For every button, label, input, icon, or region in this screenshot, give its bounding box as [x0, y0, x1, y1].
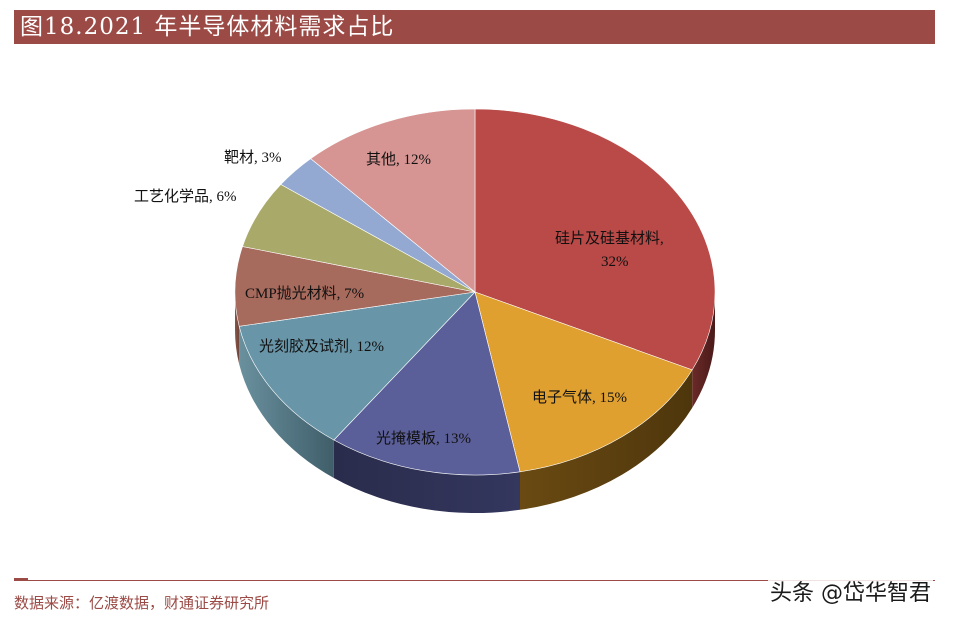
slice-cmp[interactable]: [234, 246, 476, 327]
side-wall-silicon: [692, 292, 715, 408]
data-labels: 硅片及硅基材料, 32% 电子气体, 15% 光掩模板, 13% 光刻胶及试剂,…: [134, 149, 664, 447]
label-silicon-value: 32%: [601, 254, 629, 270]
label-photomask: 光掩模板, 13%: [376, 429, 471, 447]
side-wall-photoresist: [239, 326, 334, 478]
label-silicon-name: 硅片及硅基材料,: [555, 230, 664, 247]
label-electronic-gas: 电子气体, 15%: [532, 389, 627, 406]
label-other: 其他, 12%: [366, 151, 431, 168]
watermark: 头条 @岱华智君: [768, 575, 933, 607]
label-photoresist: 光刻胶及试剂, 12%: [259, 338, 384, 355]
footer-divider: [14, 580, 935, 581]
slice-photoresist[interactable]: [238, 291, 476, 441]
side-wall-photomask: [333, 440, 520, 514]
footer-divider-accent: [14, 578, 28, 581]
slice-silicon[interactable]: [474, 108, 716, 371]
label-cmp: CMP抛光材料, 7%: [245, 285, 364, 302]
label-process-chemicals: 工艺化学品, 6%: [134, 188, 237, 205]
source-note: 数据来源：亿渡数据，财通证券研究所: [14, 594, 270, 612]
slice-electronic-gas[interactable]: [474, 291, 693, 473]
chart-title: 图18.2021 年半导体材料需求占比: [20, 14, 395, 40]
pie-slices: [234, 108, 716, 476]
slice-other[interactable]: [310, 108, 476, 293]
label-target: 靶材, 3%: [224, 149, 282, 166]
side-wall-gas: [520, 369, 693, 510]
slice-photomask[interactable]: [333, 291, 521, 476]
title-bar: 图18.2021 年半导体材料需求占比: [14, 10, 935, 44]
